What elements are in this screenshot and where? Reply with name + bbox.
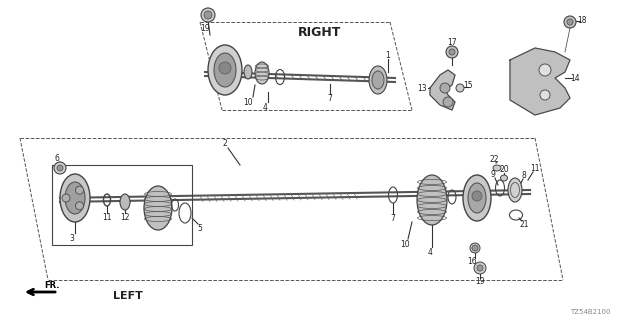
Circle shape xyxy=(449,49,455,55)
Circle shape xyxy=(564,16,576,28)
Text: 9: 9 xyxy=(491,170,495,179)
Ellipse shape xyxy=(500,175,508,181)
Ellipse shape xyxy=(493,165,501,171)
Text: 15: 15 xyxy=(463,81,473,90)
Text: 16: 16 xyxy=(467,257,477,266)
Ellipse shape xyxy=(60,174,90,222)
Ellipse shape xyxy=(65,182,85,214)
Text: 4: 4 xyxy=(262,102,268,111)
Text: 7: 7 xyxy=(328,93,332,102)
Text: FR.: FR. xyxy=(44,281,60,290)
Circle shape xyxy=(470,243,480,253)
Circle shape xyxy=(477,265,483,271)
Ellipse shape xyxy=(214,53,236,87)
Text: RIGHT: RIGHT xyxy=(298,26,342,38)
Ellipse shape xyxy=(508,178,522,202)
Text: 2: 2 xyxy=(223,139,227,148)
Text: 17: 17 xyxy=(447,37,457,46)
Circle shape xyxy=(201,8,215,22)
Circle shape xyxy=(474,262,486,274)
Bar xyxy=(52,165,192,245)
Circle shape xyxy=(440,83,450,93)
Text: 11: 11 xyxy=(531,164,540,172)
Circle shape xyxy=(76,202,83,210)
Text: 7: 7 xyxy=(390,213,396,222)
Polygon shape xyxy=(510,48,570,115)
Text: LEFT: LEFT xyxy=(113,291,143,301)
Circle shape xyxy=(443,97,453,107)
Text: 5: 5 xyxy=(198,223,202,233)
Circle shape xyxy=(540,90,550,100)
Ellipse shape xyxy=(372,71,384,89)
Text: 18: 18 xyxy=(577,15,587,25)
Circle shape xyxy=(204,11,212,19)
Text: 10: 10 xyxy=(243,98,253,107)
Text: 10: 10 xyxy=(400,239,410,249)
Ellipse shape xyxy=(144,186,172,230)
Ellipse shape xyxy=(468,183,486,213)
Text: 3: 3 xyxy=(70,234,74,243)
Text: 22: 22 xyxy=(489,155,499,164)
Polygon shape xyxy=(430,70,455,110)
Text: 12: 12 xyxy=(120,212,130,221)
Circle shape xyxy=(539,64,551,76)
Text: 20: 20 xyxy=(499,164,509,173)
Text: 11: 11 xyxy=(102,212,112,221)
Text: 19: 19 xyxy=(200,23,210,33)
Circle shape xyxy=(54,162,66,174)
Circle shape xyxy=(219,62,231,74)
Text: 14: 14 xyxy=(570,74,580,83)
Circle shape xyxy=(446,46,458,58)
Circle shape xyxy=(456,84,464,92)
Text: 6: 6 xyxy=(54,154,60,163)
Text: 21: 21 xyxy=(519,220,529,228)
Text: 1: 1 xyxy=(386,51,390,60)
Ellipse shape xyxy=(463,175,491,221)
Ellipse shape xyxy=(120,194,130,210)
Ellipse shape xyxy=(208,45,242,95)
Circle shape xyxy=(57,165,63,171)
Circle shape xyxy=(76,186,83,194)
Ellipse shape xyxy=(244,65,252,79)
Ellipse shape xyxy=(417,175,447,225)
Text: 4: 4 xyxy=(428,247,433,257)
Ellipse shape xyxy=(369,66,387,94)
Circle shape xyxy=(62,194,70,202)
Text: 13: 13 xyxy=(417,84,427,92)
Circle shape xyxy=(567,19,573,25)
Text: 8: 8 xyxy=(522,171,526,180)
Circle shape xyxy=(472,245,478,251)
Circle shape xyxy=(472,191,482,201)
Ellipse shape xyxy=(255,62,269,84)
Text: 19: 19 xyxy=(475,276,485,285)
Text: TZ54B2100: TZ54B2100 xyxy=(570,309,611,315)
